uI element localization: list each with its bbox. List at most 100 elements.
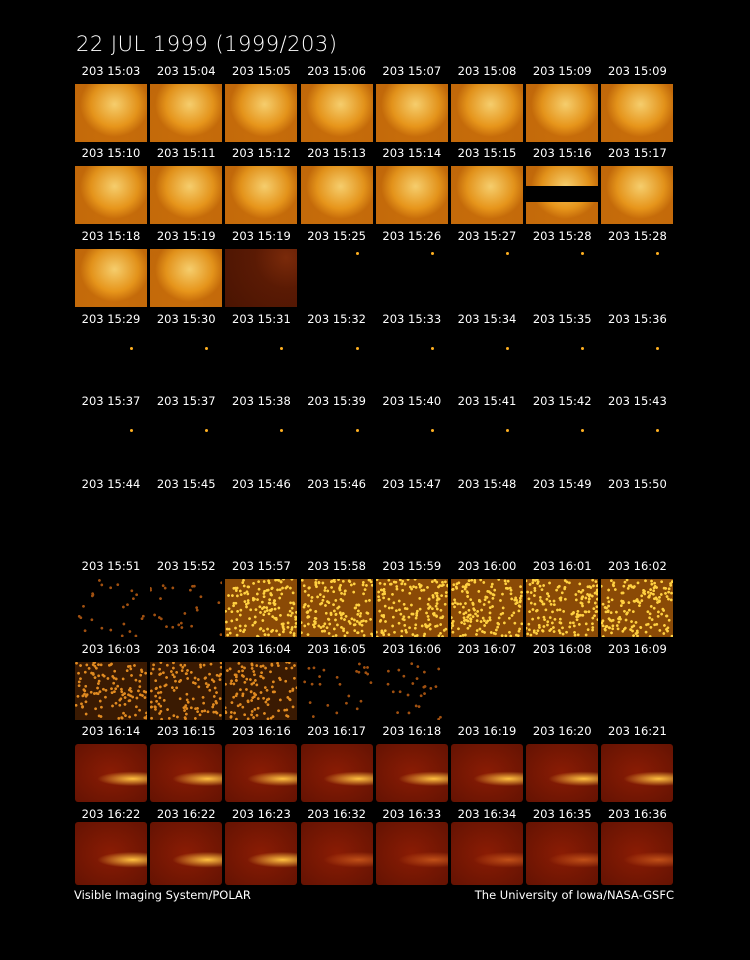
aurora-dot	[130, 429, 133, 432]
aurora-dot	[506, 252, 509, 255]
panel-label: 203 15:30	[148, 312, 224, 326]
panel-label: 203 15:49	[524, 477, 600, 491]
panel-label: 203 15:09	[599, 64, 675, 78]
panel-label: 203 15:57	[223, 559, 299, 573]
panel-label: 203 15:18	[73, 229, 149, 243]
panel-label: 203 15:42	[524, 394, 600, 408]
image-panel	[526, 497, 598, 555]
image-panel	[601, 84, 673, 142]
panel-label: 203 16:20	[524, 724, 600, 738]
image-panel	[75, 249, 147, 307]
panel-label: 203 16:23	[223, 807, 299, 821]
panel-label: 203 15:15	[449, 146, 525, 160]
image-panel	[150, 166, 222, 224]
panel-label: 203 15:35	[524, 312, 600, 326]
image-panel	[225, 84, 297, 142]
panel-label: 203 15:47	[374, 477, 450, 491]
image-panel	[601, 744, 673, 802]
panel-label: 203 16:04	[223, 642, 299, 656]
panel-label: 203 15:44	[73, 477, 149, 491]
image-panel	[75, 497, 147, 555]
image-panel	[75, 166, 147, 224]
image-panel	[376, 414, 448, 472]
aurora-dot	[356, 429, 359, 432]
panel-label: 203 15:19	[148, 229, 224, 243]
panel-label: 203 16:22	[148, 807, 224, 821]
panel-label: 203 16:22	[73, 807, 149, 821]
panel-label: 203 15:10	[73, 146, 149, 160]
image-panel	[301, 579, 373, 637]
image-panel	[376, 579, 448, 637]
image-panel	[601, 166, 673, 224]
image-panel	[225, 744, 297, 802]
image-panel	[150, 414, 222, 472]
panel-label: 203 16:33	[374, 807, 450, 821]
panel-label: 203 16:09	[599, 642, 675, 656]
panel-label: 203 15:40	[374, 394, 450, 408]
footer-left: Visible Imaging System/POLAR	[74, 888, 251, 902]
image-panel	[526, 414, 598, 472]
image-panel	[150, 332, 222, 390]
image-panel	[526, 744, 598, 802]
page: 22 JUL 1999 (1999/203) Visible Imaging S…	[0, 0, 750, 960]
panel-label: 203 15:28	[599, 229, 675, 243]
image-panel	[75, 744, 147, 802]
panel-label: 203 16:05	[299, 642, 375, 656]
panel-label: 203 16:15	[148, 724, 224, 738]
image-panel	[451, 249, 523, 307]
image-panel	[376, 84, 448, 142]
image-panel	[301, 497, 373, 555]
aurora-dot	[356, 347, 359, 350]
image-panel	[225, 166, 297, 224]
panel-label: 203 15:12	[223, 146, 299, 160]
panel-label: 203 16:19	[449, 724, 525, 738]
panel-label: 203 16:08	[524, 642, 600, 656]
image-panel	[376, 332, 448, 390]
image-panel	[301, 84, 373, 142]
panel-label: 203 16:17	[299, 724, 375, 738]
panel-label: 203 15:03	[73, 64, 149, 78]
panel-label: 203 16:03	[73, 642, 149, 656]
panel-label: 203 15:39	[299, 394, 375, 408]
image-panel	[150, 84, 222, 142]
image-panel	[225, 414, 297, 472]
panel-label: 203 15:08	[449, 64, 525, 78]
panel-label: 203 16:14	[73, 724, 149, 738]
image-panel	[451, 84, 523, 142]
panel-label: 203 16:01	[524, 559, 600, 573]
image-panel	[451, 414, 523, 472]
panel-label: 203 16:34	[449, 807, 525, 821]
image-panel	[150, 822, 222, 885]
image-panel	[75, 662, 147, 720]
panel-label: 203 16:36	[599, 807, 675, 821]
aurora-dot	[356, 252, 359, 255]
image-panel	[451, 579, 523, 637]
aurora-dot	[130, 347, 133, 350]
image-panel	[225, 579, 297, 637]
image-panel	[75, 579, 147, 637]
image-panel	[601, 662, 673, 720]
aurora-dot	[431, 252, 434, 255]
image-panel	[451, 497, 523, 555]
image-panel	[301, 332, 373, 390]
image-panel	[526, 249, 598, 307]
image-panel	[601, 822, 673, 885]
panel-label: 203 15:32	[299, 312, 375, 326]
panel-label: 203 15:26	[374, 229, 450, 243]
panel-label: 203 16:00	[449, 559, 525, 573]
panel-label: 203 15:09	[524, 64, 600, 78]
panel-label: 203 15:58	[299, 559, 375, 573]
panel-label: 203 15:46	[223, 477, 299, 491]
panel-label: 203 15:05	[223, 64, 299, 78]
image-panel	[526, 166, 598, 224]
image-panel	[526, 662, 598, 720]
image-panel	[451, 332, 523, 390]
image-panel	[601, 332, 673, 390]
panel-label: 203 15:29	[73, 312, 149, 326]
panel-label: 203 15:17	[599, 146, 675, 160]
footer-right: The University of Iowa/NASA-GSFC	[475, 888, 674, 902]
image-panel	[225, 662, 297, 720]
panel-label: 203 15:33	[374, 312, 450, 326]
panel-label: 203 15:13	[299, 146, 375, 160]
image-panel	[451, 662, 523, 720]
